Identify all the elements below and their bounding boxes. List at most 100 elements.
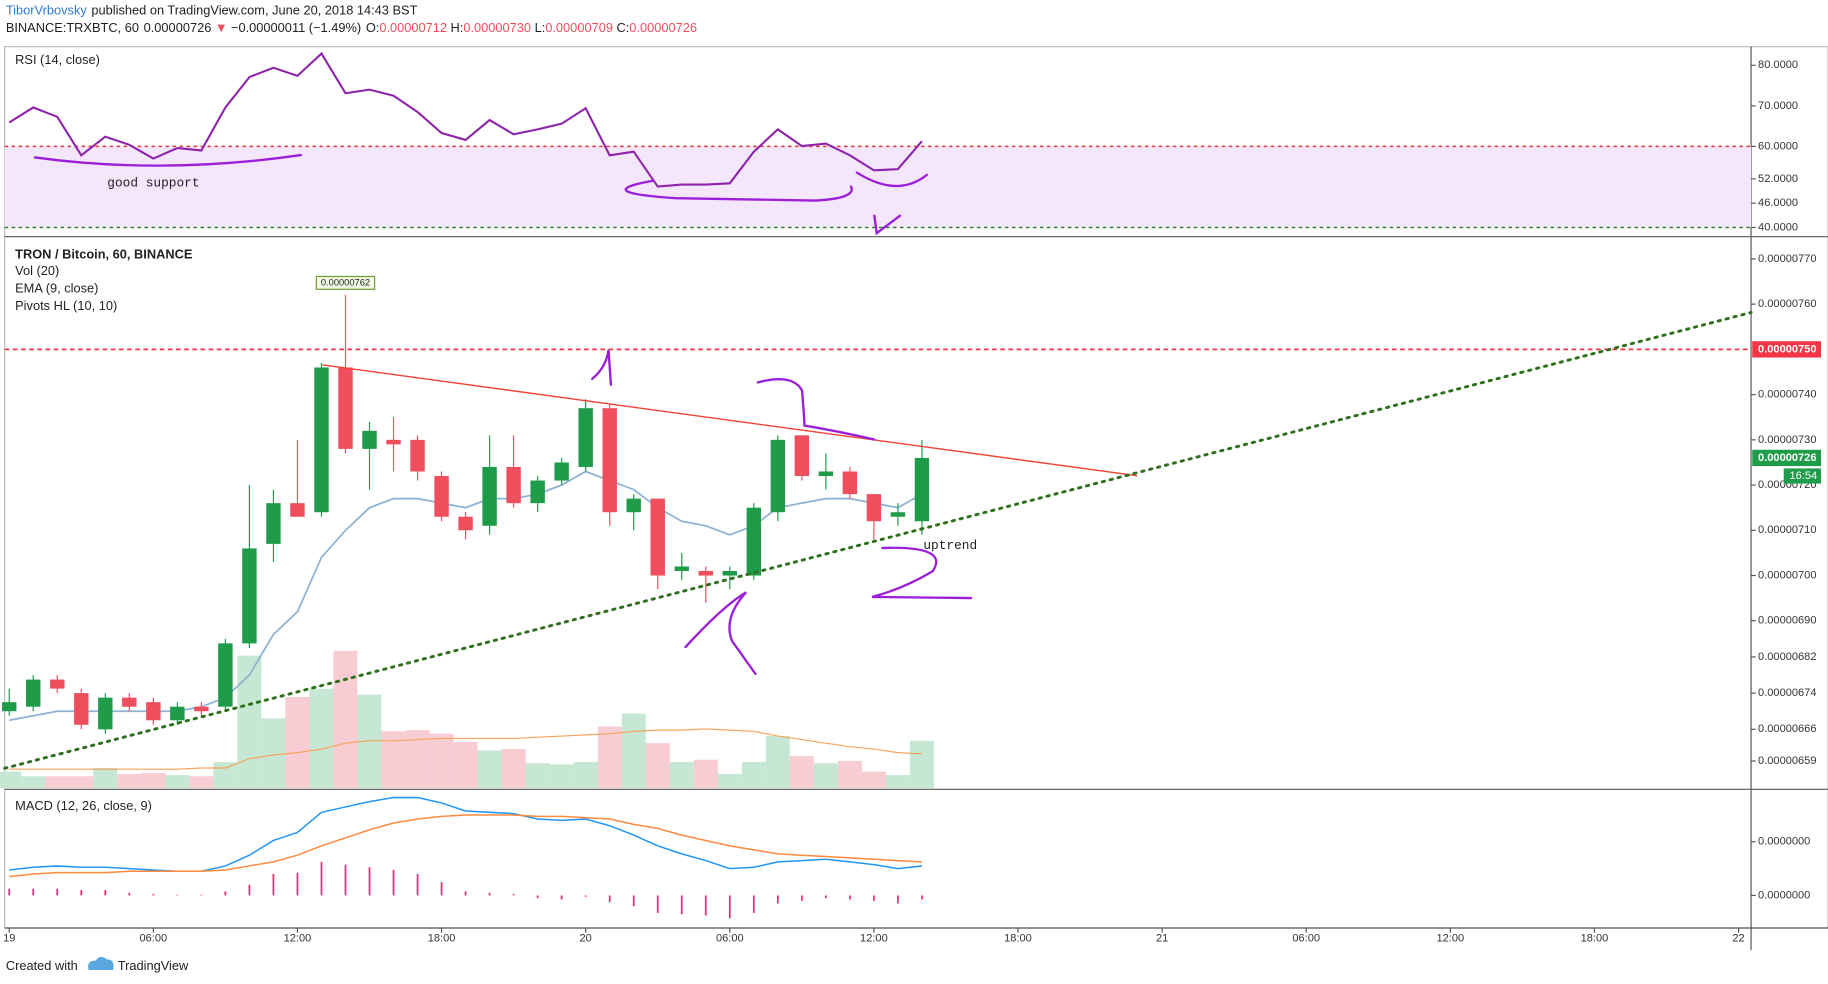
candle-body bbox=[602, 408, 617, 513]
rsi-band bbox=[4, 146, 1752, 228]
volume-bar bbox=[621, 713, 646, 789]
ema-line bbox=[9, 470, 923, 722]
volume-bar bbox=[141, 772, 166, 789]
x-tick-label: 06:00 bbox=[139, 932, 167, 944]
pane-title: RSI (14, close) bbox=[15, 52, 100, 67]
candle-body bbox=[866, 494, 882, 522]
x-tick-label: 12:00 bbox=[284, 932, 312, 944]
trendline bbox=[3, 311, 1753, 770]
candle-body bbox=[650, 498, 665, 576]
y-tick-label: 0.00000760 bbox=[1758, 298, 1816, 310]
macd-line bbox=[9, 796, 923, 873]
y-tick-label: 0.00000674 bbox=[1758, 687, 1816, 699]
ohlc-value: 0.00000709 bbox=[545, 21, 613, 36]
ohlc-key: O: bbox=[366, 21, 380, 36]
y-tick-label: 0.00000690 bbox=[1758, 615, 1816, 627]
hand-drawing bbox=[756, 378, 876, 441]
trendline bbox=[322, 364, 1138, 477]
ohlc-value: 0.00000712 bbox=[379, 21, 447, 36]
hand-drawing bbox=[684, 591, 757, 676]
candle-body bbox=[26, 679, 41, 707]
volume-bar bbox=[117, 773, 142, 789]
footer-brand[interactable]: TradingView bbox=[118, 958, 189, 973]
y-tick-label: 0.00000730 bbox=[1758, 434, 1816, 446]
x-tick-label: 19 bbox=[3, 932, 15, 944]
volume-bar bbox=[69, 776, 94, 789]
footer-created: Created with bbox=[6, 958, 78, 973]
y-tick-label: 0.00000700 bbox=[1758, 569, 1816, 581]
candle-body bbox=[626, 498, 641, 513]
volume-bar bbox=[597, 726, 622, 789]
volume-ma bbox=[9, 728, 922, 770]
published: published on TradingView.com, June 20, 2… bbox=[91, 3, 417, 18]
candle-body bbox=[386, 439, 401, 445]
ohlc-value: 0.00000730 bbox=[463, 21, 531, 36]
author[interactable]: TiborVrbovsky bbox=[6, 3, 88, 18]
y-tick-label: 0.00000710 bbox=[1758, 524, 1816, 536]
y-tick-label: 70.0000 bbox=[1758, 100, 1798, 112]
candle-body bbox=[170, 706, 185, 721]
arrow: ▼ bbox=[215, 21, 228, 36]
candle-body bbox=[242, 548, 257, 644]
volume-bar bbox=[669, 762, 694, 789]
volume-bar bbox=[93, 767, 118, 789]
drawings bbox=[3, 153, 1753, 770]
pivot-box bbox=[315, 275, 376, 290]
volume-bar bbox=[261, 718, 286, 789]
volume-bar bbox=[213, 762, 238, 789]
x-tick-label: 18:00 bbox=[428, 932, 456, 944]
panes: 80.0000 70.0000 60.0000 52.0000 46.0000 40.00… bbox=[0, 51, 1822, 944]
countdown: 16:54 bbox=[1790, 470, 1818, 482]
y-tick-label: 0.00000740 bbox=[1758, 389, 1816, 401]
y-tick-label: 52.0000 bbox=[1758, 173, 1798, 185]
candle-body bbox=[362, 430, 377, 449]
last-price-label: 0.00000726 bbox=[1758, 452, 1816, 464]
candle-body bbox=[290, 503, 305, 517]
hand-drawing bbox=[871, 546, 973, 600]
hand-drawing bbox=[624, 179, 853, 202]
indicator-name: Pivots HL (10, 10) bbox=[15, 298, 117, 313]
candle-body bbox=[698, 571, 713, 576]
ohlc-key: C: bbox=[616, 21, 629, 36]
hand-drawing bbox=[591, 349, 613, 386]
volume-bar bbox=[237, 655, 262, 789]
volume-bar bbox=[21, 776, 46, 789]
volume-bar bbox=[501, 749, 526, 789]
last: 0.00000726 bbox=[144, 21, 212, 36]
candle-body bbox=[218, 643, 233, 707]
x-tick-label: 18:00 bbox=[1581, 932, 1609, 944]
candle-body bbox=[50, 679, 65, 689]
candle-body bbox=[434, 476, 449, 517]
volume-bar bbox=[45, 776, 70, 789]
x-tick-label: 12:00 bbox=[1436, 932, 1464, 944]
countdown-box bbox=[1783, 468, 1822, 484]
y-tick-label: 0.00000666 bbox=[1758, 723, 1816, 735]
candle-body bbox=[818, 471, 834, 477]
candle-body bbox=[578, 408, 593, 467]
pane-title: MACD (12, 26, close, 9) bbox=[15, 798, 152, 813]
x-tick-label: 20 bbox=[580, 932, 592, 944]
y-tick-label: 46.0000 bbox=[1758, 197, 1798, 209]
hand-drawing bbox=[873, 214, 902, 236]
ohlc-key: H: bbox=[451, 21, 464, 36]
x-tick-label: 06:00 bbox=[716, 932, 744, 944]
volume-bar bbox=[885, 775, 910, 789]
indicator-name: EMA (9, close) bbox=[15, 281, 98, 296]
candle-body bbox=[266, 503, 281, 544]
candle-body bbox=[146, 702, 161, 721]
rsi-line bbox=[8, 51, 923, 188]
candle-body bbox=[674, 566, 689, 572]
volume-bar bbox=[645, 743, 670, 789]
volume-bar bbox=[429, 733, 454, 789]
candle-body bbox=[122, 697, 137, 707]
candle-body bbox=[410, 439, 425, 472]
y-tick-label: 80.0000 bbox=[1758, 59, 1798, 71]
volume-bar bbox=[765, 736, 790, 789]
ohlc-value: 0.00000726 bbox=[629, 21, 697, 36]
candle-body bbox=[458, 516, 473, 531]
candle-body bbox=[98, 697, 113, 730]
x-tick-label: 21 bbox=[1156, 932, 1168, 944]
logo bbox=[88, 956, 114, 970]
volume-bar bbox=[285, 696, 310, 789]
